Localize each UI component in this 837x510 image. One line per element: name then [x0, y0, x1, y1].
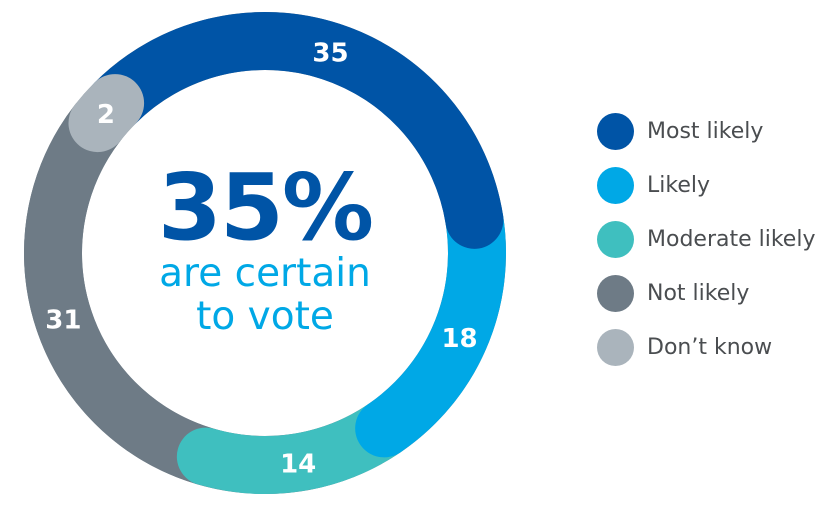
legend-item: Most likely [597, 104, 815, 158]
data-label: 18 [441, 324, 477, 354]
legend-item: Not likely [597, 266, 815, 320]
data-label: 14 [280, 449, 316, 479]
center-caption: are certain to vote [120, 252, 410, 338]
center-caption-line-1: are certain [159, 251, 371, 296]
legend-label: Moderate likely [647, 226, 816, 252]
center-caption-line-2: to vote [196, 294, 334, 339]
legend-item: Likely [597, 158, 815, 212]
legend-swatch [597, 328, 634, 366]
legend: Most likely Likely Moderate likely Not l… [597, 104, 815, 374]
legend-swatch [597, 220, 634, 258]
legend-item: Don’t know [597, 320, 815, 374]
legend-swatch [597, 274, 634, 312]
data-label: 35 [312, 38, 348, 68]
legend-swatch [597, 166, 634, 204]
donut-slice-not-likely [24, 94, 235, 486]
donut-slice-likely [355, 190, 506, 458]
legend-label: Likely [647, 172, 710, 198]
donut-slice-most-likely [86, 12, 504, 249]
data-label: 2 [97, 100, 115, 130]
donut-slice-don-t-know [68, 74, 145, 153]
center-percentage: 35% [157, 154, 374, 261]
legend-swatch [597, 112, 634, 150]
legend-label: Not likely [647, 280, 750, 306]
legend-item: Moderate likely [597, 212, 815, 266]
data-label: 31 [45, 306, 81, 336]
legend-label: Don’t know [647, 334, 773, 360]
legend-label: Most likely [647, 118, 764, 144]
